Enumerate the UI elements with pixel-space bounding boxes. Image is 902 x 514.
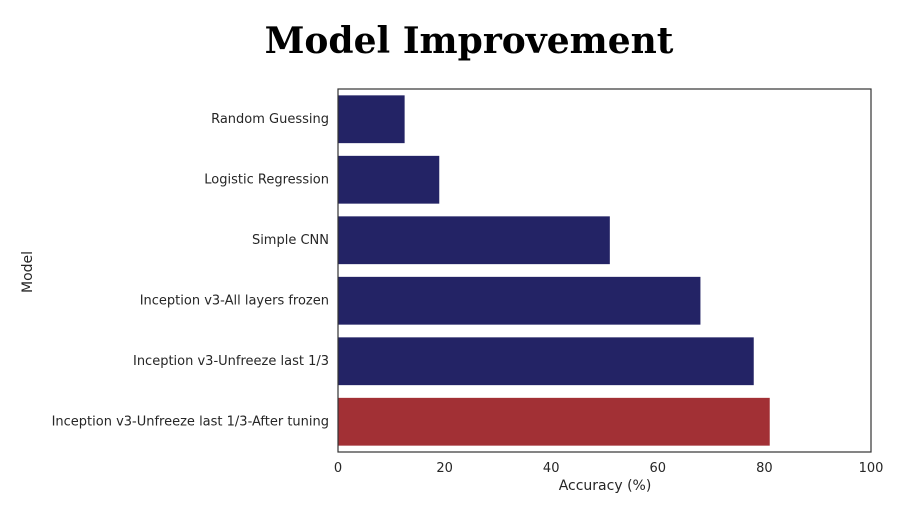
bars-group [338,95,770,446]
x-axis-ticks: 0 20 40 60 80 100 [334,461,884,476]
bar-4 [338,337,754,386]
category-label-2: Simple CNN [252,233,329,248]
x-tick-label-0: 0 [334,461,342,476]
bar-1 [338,155,440,204]
category-label-0: Random Guessing [211,112,329,127]
x-tick-label-1: 20 [436,461,453,476]
plot-frame [337,88,872,453]
x-tick-label-5: 100 [859,461,884,476]
category-label-5: Inception v3-Unfreeze last 1/3-After tun… [52,414,329,429]
bar-0 [338,95,405,144]
x-tick-label-4: 80 [756,461,773,476]
category-labels: Random Guessing Logistic Regression Simple… [52,112,329,430]
y-axis-label: Model [20,251,36,293]
bar-5 [338,397,770,446]
x-axis-label: Accuracy (%) [559,478,652,494]
x-tick-label-2: 40 [543,461,560,476]
category-label-3: Inception v3-All layers frozen [140,293,329,308]
category-label-1: Logistic Regression [204,172,329,187]
category-label-4: Inception v3-Unfreeze last 1/3 [133,354,329,369]
x-tick-label-3: 60 [650,461,667,476]
bar-3 [338,276,701,325]
bar-2 [338,216,610,265]
chart-title: Model Improvement [265,20,674,62]
